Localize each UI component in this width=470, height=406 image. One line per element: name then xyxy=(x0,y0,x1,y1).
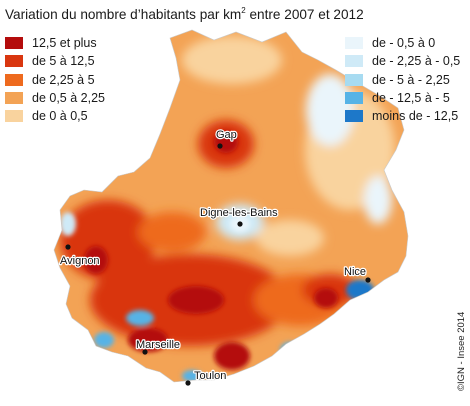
legend-swatch xyxy=(345,73,363,86)
legend-swatch xyxy=(345,37,363,49)
copyright-notice: ©IGN - Insee 2014 xyxy=(456,311,467,391)
zone-ubaye-pale xyxy=(306,74,354,146)
zone-aix-core xyxy=(168,286,224,314)
legend-swatch xyxy=(5,91,23,104)
city-dot-marseille[interactable] xyxy=(142,349,148,355)
legend-label: de - 5 à - 2,25 xyxy=(372,72,450,87)
legend-swatch xyxy=(5,55,23,68)
city-label-avignon: Avignon xyxy=(60,255,100,267)
legend-label: de 0,5 à 2,25 xyxy=(32,90,105,105)
legend-swatch xyxy=(5,110,23,123)
city-dot-avignon[interactable] xyxy=(65,244,71,250)
city-markers: Gap Digne-les-Bains Avignon Nice Marseil… xyxy=(59,128,371,386)
city-label-nice: Nice xyxy=(344,266,366,278)
region-outline xyxy=(53,29,409,383)
legend-swatch xyxy=(5,73,23,86)
city-dot-nice[interactable] xyxy=(365,277,371,283)
region-map xyxy=(53,29,409,383)
city-label-digne: Digne-les-Bains xyxy=(200,207,278,219)
city-dot-digne[interactable] xyxy=(237,221,243,227)
zone-mercantour-pale xyxy=(364,176,392,224)
legend-swatch xyxy=(345,110,363,123)
zone-hyeres-blue xyxy=(280,342,300,358)
legend-label: de - 2,25 à - 0,5 xyxy=(372,54,461,69)
city-dot-toulon[interactable] xyxy=(185,380,191,386)
zone-etang-berre-blue xyxy=(126,310,154,326)
zone-grasse-core xyxy=(314,288,338,308)
zone-toulon-core xyxy=(214,342,250,370)
legend-label: de - 12,5 à - 5 xyxy=(372,90,450,105)
legend-label: 12,5 et plus xyxy=(32,36,97,50)
zone-verdon-light xyxy=(256,220,324,256)
city-label-toulon: Toulon xyxy=(194,370,226,382)
legend-swatch xyxy=(345,55,363,68)
legend-label: de 5 à 12,5 xyxy=(32,54,95,69)
legend-swatch xyxy=(5,37,23,49)
legend-swatch xyxy=(345,91,363,104)
title-text: Variation du nombre d’habitants par km xyxy=(5,7,242,22)
legend-label: moins de - 12,5 xyxy=(372,109,459,124)
zone-nice-blue xyxy=(346,280,374,300)
title-superscript: 2 xyxy=(241,6,246,15)
map-title: Variation du nombre d’habitants par km2 … xyxy=(5,2,364,24)
zone-luberon xyxy=(138,212,206,252)
city-label-gap: Gap xyxy=(216,129,237,141)
zone-north-light xyxy=(182,36,282,84)
legend-label: de 0 à 0,5 xyxy=(32,109,88,124)
zone-marseille-core xyxy=(128,328,168,352)
legend-label: de - 0,5 à 0 xyxy=(372,36,436,50)
zone-avignon-blue xyxy=(60,212,76,236)
city-label-marseille: Marseille xyxy=(136,339,180,351)
title-suffix: entre 2007 et 2012 xyxy=(245,7,364,22)
zone-orange-core xyxy=(84,246,108,274)
city-dot-gap[interactable] xyxy=(217,143,223,149)
legend-label: de 2,25 à 5 xyxy=(32,72,95,87)
zone-camargue-blue xyxy=(94,332,114,348)
zone-toulon-blue xyxy=(182,370,202,382)
